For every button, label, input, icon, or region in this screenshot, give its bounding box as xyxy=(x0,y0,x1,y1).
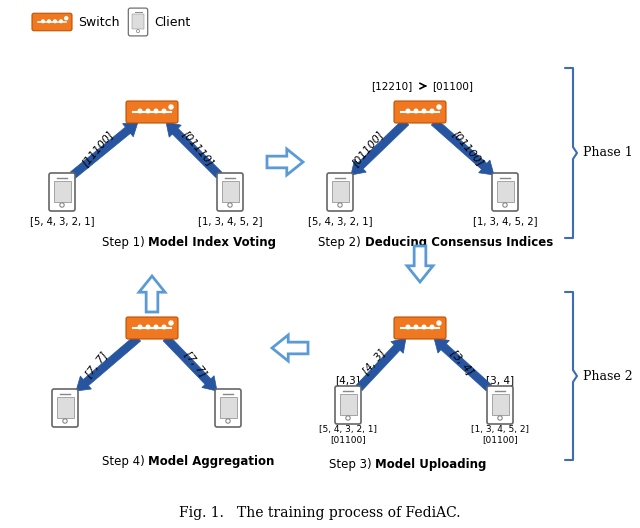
Circle shape xyxy=(154,109,158,113)
Polygon shape xyxy=(163,335,217,391)
Polygon shape xyxy=(431,119,494,175)
Text: Step 3): Step 3) xyxy=(328,458,375,471)
Circle shape xyxy=(406,109,410,113)
Text: [7, 7]: [7, 7] xyxy=(183,350,209,379)
Circle shape xyxy=(162,109,166,113)
Text: [01110]: [01110] xyxy=(180,128,216,167)
Text: [1, 3, 4, 5, 2]: [1, 3, 4, 5, 2] xyxy=(471,425,529,434)
Text: Model Index Voting: Model Index Voting xyxy=(148,236,276,249)
Polygon shape xyxy=(267,149,303,175)
Polygon shape xyxy=(70,122,138,178)
Circle shape xyxy=(414,109,418,113)
Text: Phase 2: Phase 2 xyxy=(583,370,632,382)
Circle shape xyxy=(138,109,142,113)
Polygon shape xyxy=(407,246,433,282)
FancyBboxPatch shape xyxy=(132,14,144,29)
Text: Client: Client xyxy=(154,15,190,29)
FancyBboxPatch shape xyxy=(217,173,243,211)
Circle shape xyxy=(437,105,441,109)
Circle shape xyxy=(54,20,56,23)
Text: [1, 3, 4, 5, 2]: [1, 3, 4, 5, 2] xyxy=(473,216,537,226)
Polygon shape xyxy=(166,122,222,178)
Circle shape xyxy=(169,105,173,109)
Text: Switch: Switch xyxy=(78,15,120,29)
Polygon shape xyxy=(351,119,409,175)
FancyBboxPatch shape xyxy=(49,173,75,211)
Circle shape xyxy=(430,109,434,113)
Text: [4,3]: [4,3] xyxy=(335,375,360,385)
Text: [4, 3]: [4, 3] xyxy=(361,347,387,376)
Circle shape xyxy=(414,325,418,329)
Circle shape xyxy=(65,17,68,20)
Circle shape xyxy=(437,321,441,325)
Text: Phase 1: Phase 1 xyxy=(583,146,633,159)
Polygon shape xyxy=(139,276,165,312)
Text: [01100]: [01100] xyxy=(451,128,486,167)
Polygon shape xyxy=(434,338,492,391)
Text: [01100]: [01100] xyxy=(330,435,366,444)
Circle shape xyxy=(146,325,150,329)
Circle shape xyxy=(422,109,426,113)
FancyBboxPatch shape xyxy=(215,389,241,427)
Text: [12210]: [12210] xyxy=(371,81,412,91)
Text: [01100]: [01100] xyxy=(432,81,473,91)
FancyBboxPatch shape xyxy=(492,173,518,211)
FancyBboxPatch shape xyxy=(492,393,509,414)
FancyBboxPatch shape xyxy=(327,173,353,211)
Text: [5, 4, 3, 2, 1]: [5, 4, 3, 2, 1] xyxy=(308,216,372,226)
Circle shape xyxy=(406,325,410,329)
FancyBboxPatch shape xyxy=(220,397,237,418)
FancyBboxPatch shape xyxy=(32,13,72,31)
Polygon shape xyxy=(76,335,141,391)
FancyBboxPatch shape xyxy=(126,101,178,123)
Text: [5, 4, 3, 2, 1]: [5, 4, 3, 2, 1] xyxy=(319,425,377,434)
FancyBboxPatch shape xyxy=(339,393,356,414)
FancyBboxPatch shape xyxy=(332,181,349,202)
FancyBboxPatch shape xyxy=(497,181,513,202)
Circle shape xyxy=(422,325,426,329)
FancyBboxPatch shape xyxy=(394,101,446,123)
Circle shape xyxy=(169,321,173,325)
Circle shape xyxy=(154,325,158,329)
FancyBboxPatch shape xyxy=(335,386,361,424)
Text: Model Aggregation: Model Aggregation xyxy=(148,455,275,468)
Text: [7, 7]: [7, 7] xyxy=(83,350,109,379)
Text: Fig. 1.   The training process of FediAC.: Fig. 1. The training process of FediAC. xyxy=(179,506,461,520)
Text: [1, 3, 4, 5, 2]: [1, 3, 4, 5, 2] xyxy=(198,216,262,226)
FancyBboxPatch shape xyxy=(56,397,74,418)
Circle shape xyxy=(47,20,51,23)
Text: [3, 4]: [3, 4] xyxy=(449,347,476,376)
Circle shape xyxy=(430,325,434,329)
Text: Step 4): Step 4) xyxy=(102,455,148,468)
FancyBboxPatch shape xyxy=(52,389,78,427)
Circle shape xyxy=(162,325,166,329)
FancyBboxPatch shape xyxy=(487,386,513,424)
Text: Step 1): Step 1) xyxy=(102,236,148,249)
Text: Deducing Consensus Indices: Deducing Consensus Indices xyxy=(365,236,553,249)
Polygon shape xyxy=(272,335,308,361)
Text: [3, 4]: [3, 4] xyxy=(486,375,514,385)
FancyBboxPatch shape xyxy=(54,181,70,202)
Circle shape xyxy=(146,109,150,113)
Text: Model Uploading: Model Uploading xyxy=(375,458,486,471)
Text: Step 2): Step 2) xyxy=(319,236,365,249)
Text: [01100]: [01100] xyxy=(350,128,386,167)
FancyBboxPatch shape xyxy=(126,317,178,339)
FancyBboxPatch shape xyxy=(221,181,239,202)
Circle shape xyxy=(138,325,142,329)
Circle shape xyxy=(42,20,44,23)
Text: [11100]: [11100] xyxy=(81,128,116,167)
Text: [01100]: [01100] xyxy=(482,435,518,444)
Text: [5, 4, 3, 2, 1]: [5, 4, 3, 2, 1] xyxy=(29,216,94,226)
Polygon shape xyxy=(356,338,406,391)
FancyBboxPatch shape xyxy=(128,8,148,36)
Circle shape xyxy=(60,20,62,23)
FancyBboxPatch shape xyxy=(394,317,446,339)
